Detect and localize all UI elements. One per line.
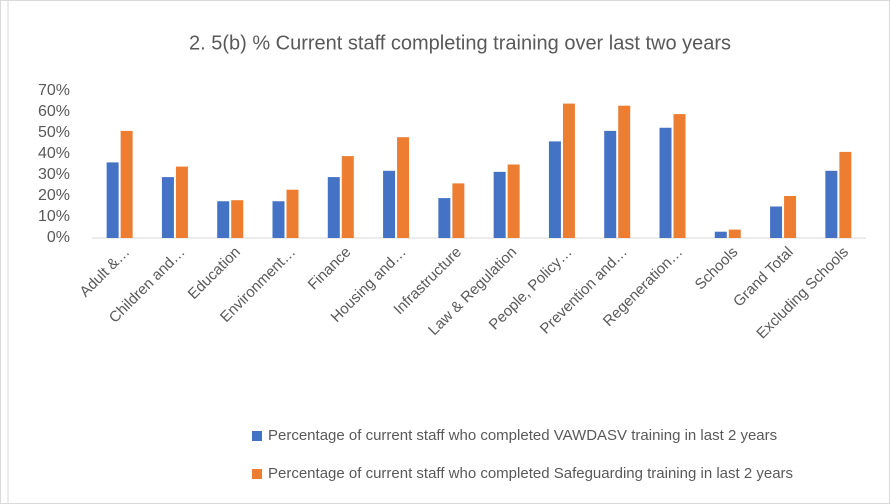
bar <box>438 198 451 238</box>
y-tick-label: 60% <box>38 103 70 120</box>
bar <box>659 127 672 238</box>
y-tick-label: 0% <box>47 229 70 246</box>
bar <box>604 130 617 238</box>
bar <box>452 183 465 238</box>
legend-label: Percentage of current staff who complete… <box>268 427 777 444</box>
y-tick-label: 70% <box>38 82 70 99</box>
legend-swatch <box>252 431 262 441</box>
y-tick-label: 10% <box>38 208 70 225</box>
bar <box>397 137 410 238</box>
bar <box>286 189 299 238</box>
bar <box>562 103 575 238</box>
bar <box>272 201 285 238</box>
bar <box>341 156 354 238</box>
y-tick-label: 30% <box>38 166 70 183</box>
bar <box>217 201 230 238</box>
bar <box>175 166 188 238</box>
bar <box>618 105 631 238</box>
bar <box>714 231 727 238</box>
bar <box>231 200 244 238</box>
bar <box>161 177 174 238</box>
bar <box>548 141 561 238</box>
bar <box>327 177 340 238</box>
bar <box>784 196 797 238</box>
bar <box>728 229 741 238</box>
y-tick-label: 20% <box>38 187 70 204</box>
chart-title: 2. 5(b) % Current staff completing train… <box>189 32 731 54</box>
bar <box>825 170 838 238</box>
bar <box>383 170 396 238</box>
y-tick-label: 40% <box>38 145 70 162</box>
bar <box>120 130 133 238</box>
legend-swatch <box>252 469 262 479</box>
legend-label: Percentage of current staff who complete… <box>268 465 793 482</box>
y-tick-label: 50% <box>38 124 70 141</box>
bar <box>770 206 783 238</box>
bar <box>839 151 852 238</box>
bar <box>106 162 119 238</box>
bar <box>507 164 520 238</box>
bar <box>493 171 506 238</box>
bar <box>673 114 686 238</box>
